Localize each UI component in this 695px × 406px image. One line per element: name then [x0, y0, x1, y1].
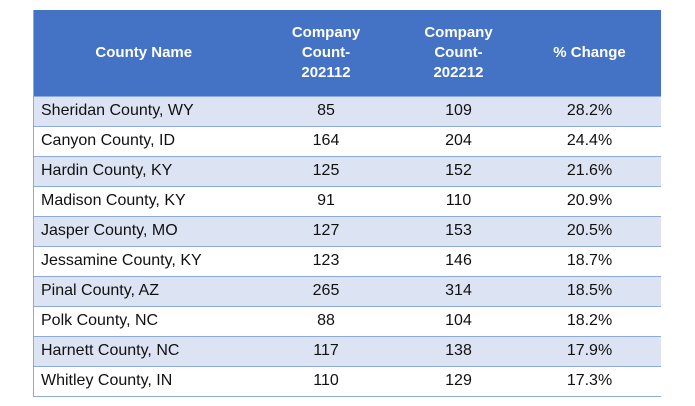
count-202212-cell: 129	[445, 372, 472, 389]
count-202212-cell: 104	[445, 312, 472, 329]
county-name-cell: Whitley County, IN	[41, 372, 173, 389]
county-name-cell: Pinal County, AZ	[41, 282, 159, 299]
pct-change-cell: 28.2%	[566, 102, 613, 119]
count-202212-cell: 314	[445, 282, 472, 299]
count-202112-cell: 127	[312, 222, 340, 239]
table-row: Whitley County, IN 110 129 17.3%	[33, 366, 661, 396]
pct-change-cell: 20.9%	[566, 192, 613, 209]
table-row: Hardin County, KY 125 152 21.6%	[33, 156, 661, 186]
county-name-cell: Sheridan County, WY	[41, 102, 194, 119]
table-row: Polk County, NC 88 104 18.2%	[33, 306, 661, 336]
county-change-table: County Name Company Count- 202112 Compan…	[33, 10, 661, 397]
county-name-cell: Jasper County, MO	[41, 222, 178, 239]
count-202112-cell: 265	[312, 282, 340, 299]
header-count-202112: Company Count- 202112	[253, 10, 399, 96]
table-row: Madison County, KY 91 110 20.9%	[33, 186, 661, 216]
count-202112-cell: 164	[312, 132, 340, 149]
pct-change-cell: 21.6%	[566, 162, 613, 179]
table-row: Sheridan County, WY 85 109 28.2%	[33, 96, 661, 126]
county-name-cell: Jessamine County, KY	[41, 252, 202, 269]
count-202112-cell: 85	[317, 102, 335, 119]
count-202212-cell: 138	[445, 342, 472, 359]
count-202112-cell: 88	[317, 312, 335, 329]
county-name-cell: Canyon County, ID	[41, 132, 175, 149]
table-row: Jasper County, MO 127 153 20.5%	[33, 216, 661, 246]
header-count-202212: Company Count- 202212	[398, 10, 519, 96]
county-name-cell: Harnett County, NC	[41, 342, 180, 359]
count-202212-cell: 110	[445, 192, 472, 209]
count-202112-cell: 110	[313, 372, 339, 389]
county-change-table-wrap: County Name Company Count- 202112 Compan…	[33, 10, 661, 397]
table-row: Jessamine County, KY 123 146 18.7%	[33, 246, 661, 276]
count-202112-cell: 117	[313, 342, 339, 359]
table-row: Harnett County, NC 117 138 17.9%	[33, 336, 661, 366]
pct-change-cell: 20.5%	[566, 222, 613, 239]
count-202212-cell: 204	[445, 132, 472, 149]
county-name-cell: Hardin County, KY	[41, 162, 173, 179]
pct-change-cell: 17.3%	[566, 372, 613, 389]
pct-change-cell: 18.2%	[566, 312, 613, 329]
table-row: Canyon County, ID 164 204 24.4%	[33, 126, 661, 156]
count-202112-cell: 91	[317, 192, 335, 209]
county-name-cell: Polk County, NC	[41, 312, 159, 329]
pct-change-cell: 24.4%	[566, 132, 613, 149]
header-county-name: County Name	[33, 10, 254, 96]
table-row: Pinal County, AZ 265 314 18.5%	[33, 276, 661, 306]
count-202212-cell: 152	[445, 162, 472, 179]
header-pct-change: % Change	[518, 10, 661, 96]
count-202212-cell: 109	[445, 102, 472, 119]
county-name-cell: Madison County, KY	[41, 192, 186, 209]
pct-change-cell: 18.7%	[566, 252, 613, 269]
pct-change-cell: 18.5%	[566, 282, 613, 299]
header-row: County Name Company Count- 202112 Compan…	[33, 10, 661, 96]
pct-change-cell: 17.9%	[566, 342, 613, 359]
count-202112-cell: 123	[312, 252, 340, 269]
count-202112-cell: 125	[312, 162, 340, 179]
count-202212-cell: 153	[445, 222, 472, 239]
count-202212-cell: 146	[445, 252, 472, 269]
